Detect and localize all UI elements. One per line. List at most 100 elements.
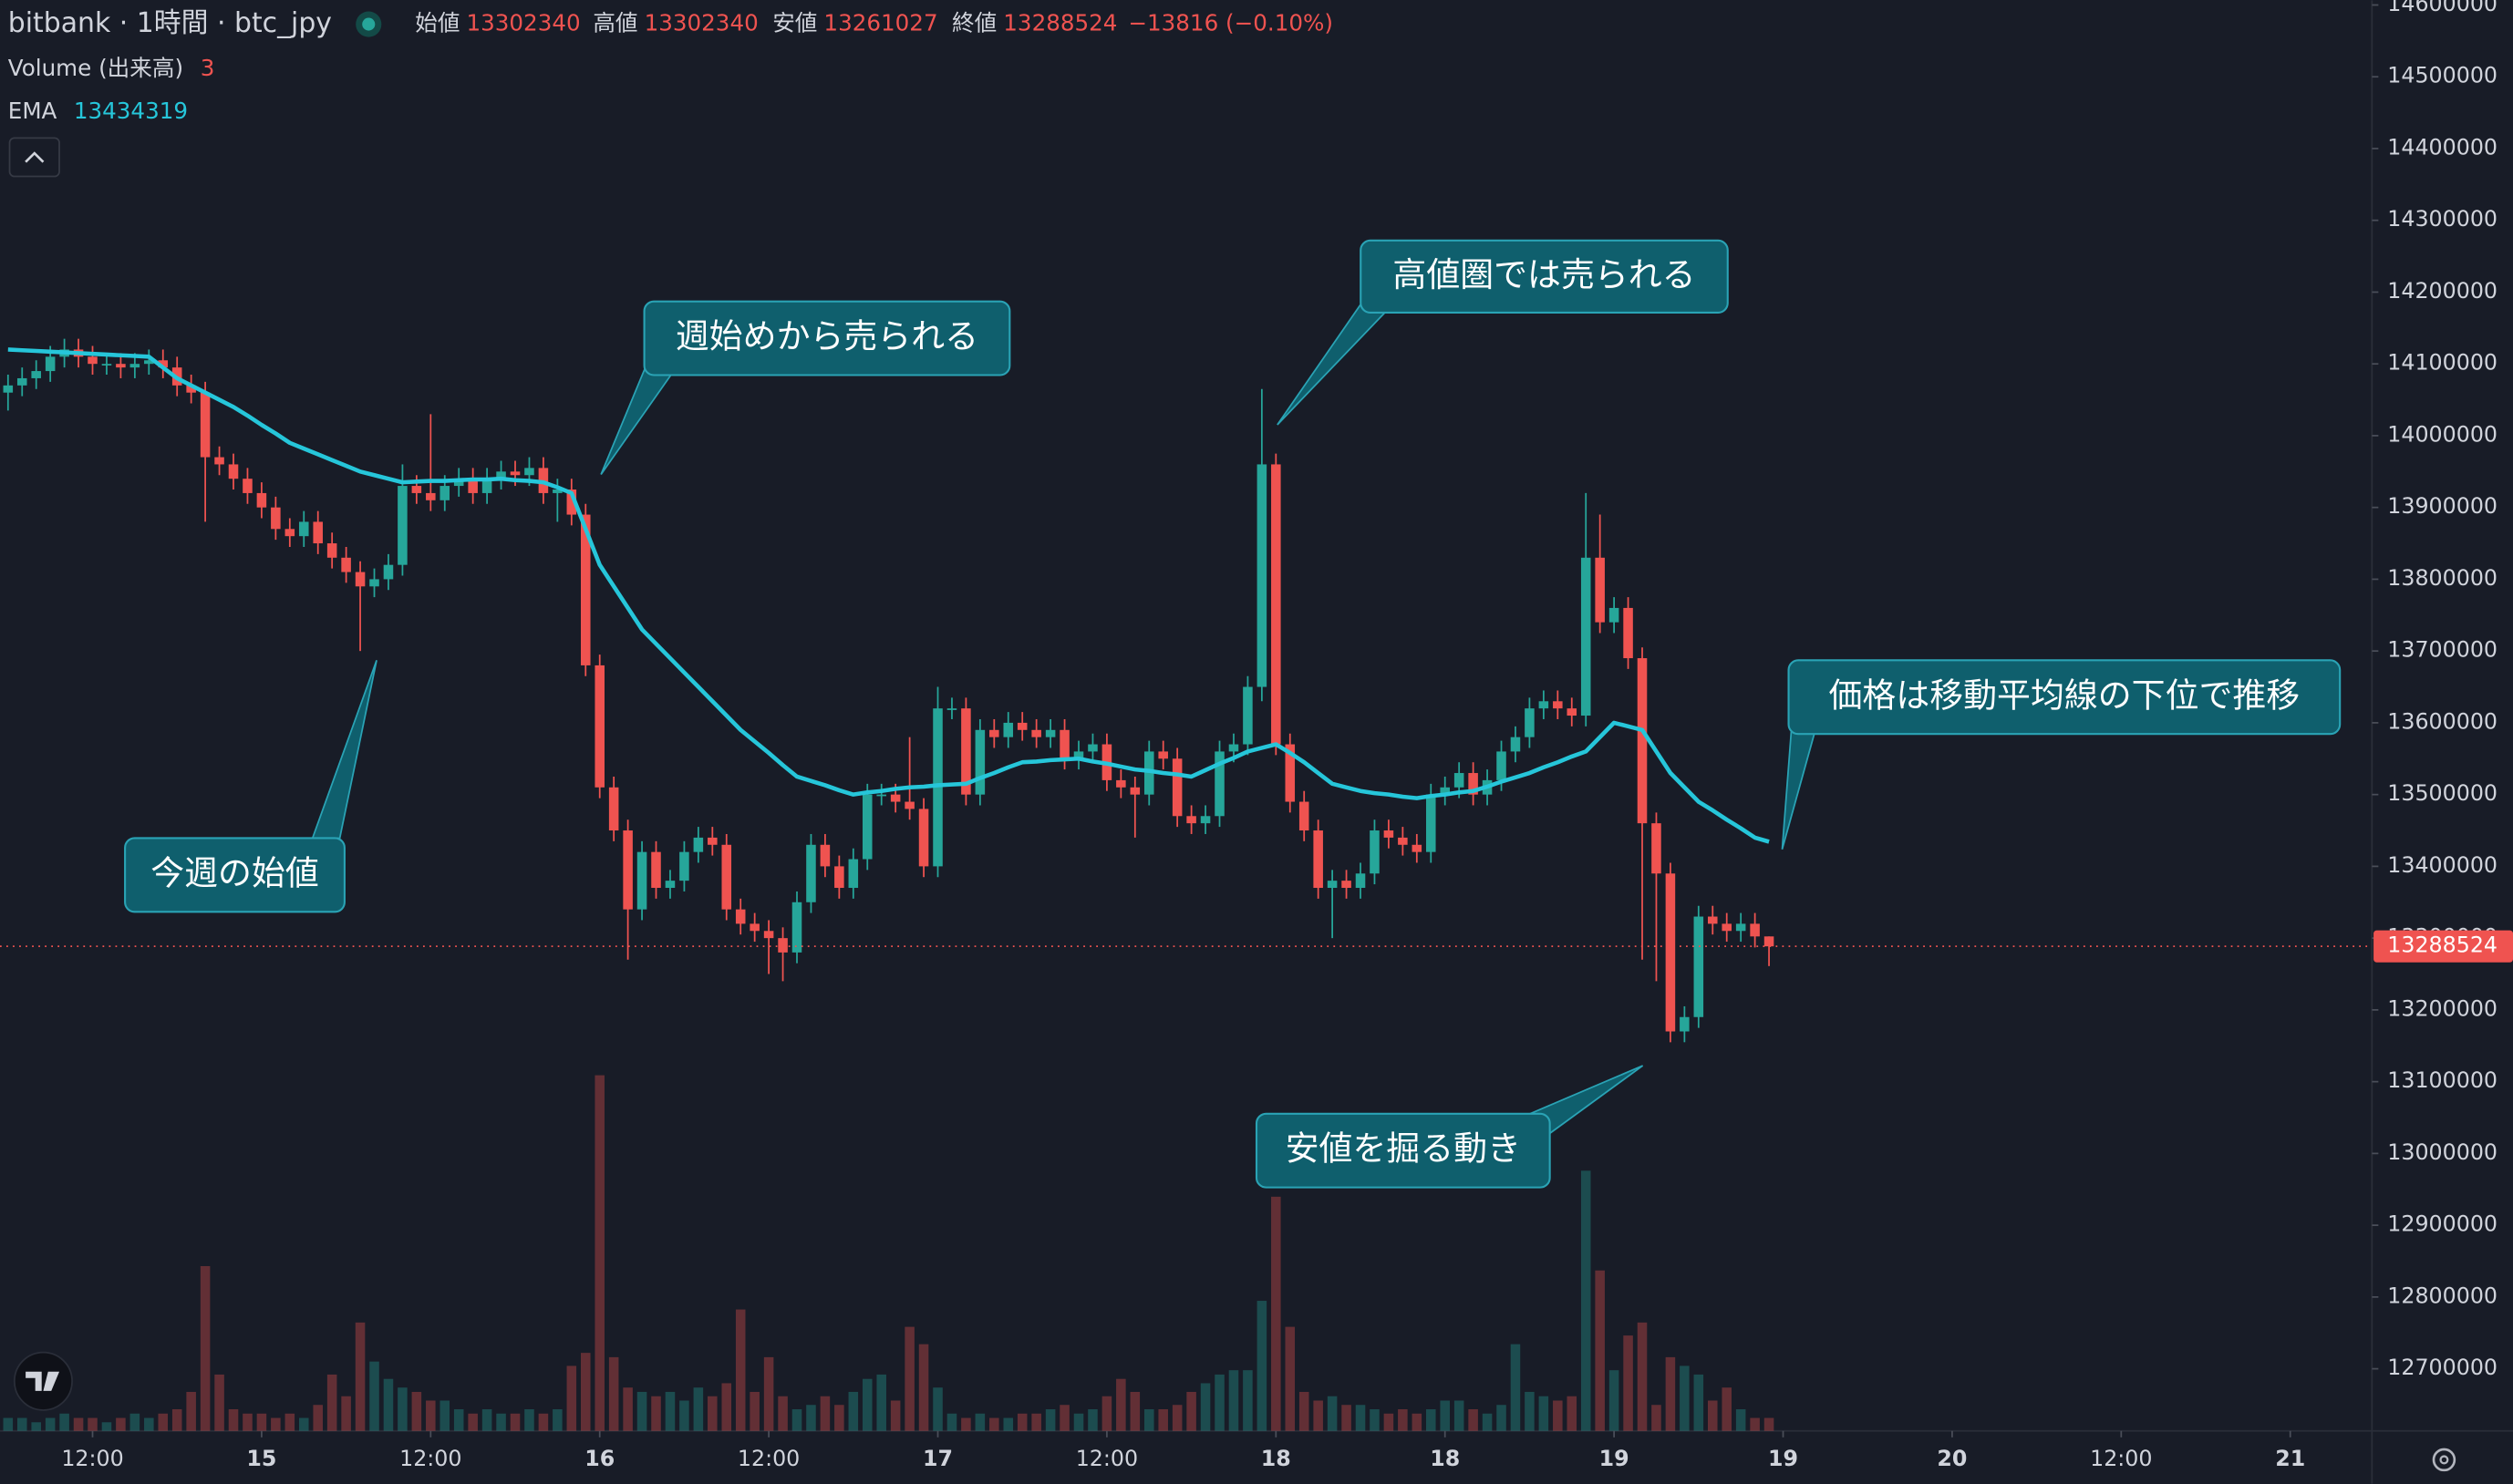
candle-body <box>1172 758 1183 817</box>
candle-body <box>383 564 394 580</box>
volume-bar <box>975 1413 986 1431</box>
candle-body <box>440 486 450 500</box>
candle-body <box>45 356 56 372</box>
candle-body <box>510 471 521 476</box>
candle-body <box>566 489 577 515</box>
volume-bar <box>1750 1417 1760 1431</box>
candle-body <box>1130 787 1141 795</box>
candle-body <box>693 837 704 852</box>
volume-bar <box>1453 1400 1464 1431</box>
volume-bar <box>171 1408 182 1431</box>
candle-body <box>214 457 224 465</box>
high-value: 13302340 <box>645 10 759 36</box>
candle-body <box>1763 936 1774 947</box>
x-tick-label: 12:00 <box>2090 1446 2152 1471</box>
callout-box <box>124 837 346 913</box>
candle-body <box>1735 923 1746 932</box>
x-tick-label: 18 <box>1430 1446 1460 1471</box>
candle-body <box>834 866 844 889</box>
volume-bar <box>1298 1391 1309 1431</box>
volume-bar <box>651 1396 661 1431</box>
candle-body <box>721 844 732 910</box>
volume-bar <box>243 1413 253 1431</box>
volume-bar <box>820 1396 831 1431</box>
volume-label: Volume (出来高) <box>8 55 183 81</box>
candle-body <box>1215 751 1225 817</box>
candle-body <box>256 492 267 508</box>
volume-bar <box>553 1408 563 1431</box>
candle-body <box>1665 873 1676 1032</box>
candle-body <box>848 859 859 889</box>
volume-bar <box>426 1400 436 1431</box>
callout-text: 週始めから売られる <box>676 317 978 356</box>
volume-bar <box>1412 1413 1422 1431</box>
collapse-button[interactable] <box>8 137 60 178</box>
candle-body <box>1651 823 1661 874</box>
candle-body <box>3 385 14 393</box>
candle-body <box>1412 844 1422 852</box>
volume-bar <box>1525 1391 1535 1431</box>
candle-body <box>961 708 971 795</box>
volume-bar <box>1045 1408 1056 1431</box>
x-tick-label: 17 <box>923 1446 953 1471</box>
volume-bar <box>369 1361 379 1431</box>
volume-bar <box>1073 1413 1084 1431</box>
candle-body <box>1440 787 1450 795</box>
candle-body <box>651 851 661 889</box>
volume-bar <box>1143 1408 1154 1431</box>
candle-body <box>735 909 746 924</box>
volume-bar <box>129 1413 140 1431</box>
candle-body <box>580 514 591 665</box>
volume-bar <box>383 1378 394 1431</box>
volume-bar <box>1116 1378 1126 1431</box>
candle-body <box>186 385 196 393</box>
volume-bar <box>1130 1391 1141 1431</box>
y-tick-label: 12800000 <box>2387 1283 2497 1308</box>
candle-body <box>1496 751 1506 780</box>
volume-bar <box>31 1422 41 1431</box>
annotation-layer: 週始めから売られる 高値圏では売られる価格は移動平均線の下位で推移今週の始値安値を… <box>124 239 2342 1189</box>
legend: bitbank · 1時間 · btc_jpy 始値 13302340 高値 1… <box>8 7 1333 178</box>
candle-body <box>623 830 633 910</box>
callout-box <box>1255 1112 1551 1189</box>
candle-body <box>1567 708 1577 716</box>
volume-bar <box>1608 1370 1619 1431</box>
candle-body <box>1398 837 1408 845</box>
settings-button[interactable] <box>2432 1448 2456 1472</box>
candle-body <box>1285 744 1296 802</box>
y-tick-label: 13500000 <box>2387 780 2497 806</box>
candle-body <box>1680 1016 1690 1032</box>
candle-body <box>1271 464 1281 745</box>
candle-body <box>608 787 619 831</box>
volume-bar <box>1440 1400 1450 1431</box>
x-tick-label: 12:00 <box>1076 1446 1138 1471</box>
candle-body <box>524 468 534 476</box>
volume-bar <box>1172 1405 1183 1431</box>
volume-bar <box>1707 1400 1718 1431</box>
candle-body <box>271 507 281 530</box>
tv-logo[interactable] <box>13 1351 73 1411</box>
volume-bar <box>1735 1408 1746 1431</box>
volume-bar <box>905 1326 915 1431</box>
candle-body <box>355 572 366 587</box>
volume-bar <box>200 1265 211 1431</box>
candle-body <box>398 486 408 565</box>
open-value: 13302340 <box>466 10 580 36</box>
candle-body <box>426 492 436 500</box>
volume-bar <box>721 1383 732 1431</box>
status-dot <box>362 17 376 31</box>
volume-bar <box>524 1408 534 1431</box>
candle-body <box>1468 773 1478 795</box>
candle-body <box>636 851 647 910</box>
volume-bar <box>186 1391 196 1431</box>
volume-bar <box>1383 1413 1394 1431</box>
y-tick-label: 14200000 <box>2387 278 2497 304</box>
volume-bar <box>693 1387 704 1431</box>
candle-body <box>284 529 295 537</box>
volume-bar <box>1271 1196 1281 1431</box>
ema-line <box>7 347 1770 844</box>
candle-body <box>1383 830 1394 838</box>
volume-bar <box>933 1387 943 1431</box>
candle-body <box>1595 557 1605 623</box>
volume-bar <box>1031 1413 1041 1431</box>
